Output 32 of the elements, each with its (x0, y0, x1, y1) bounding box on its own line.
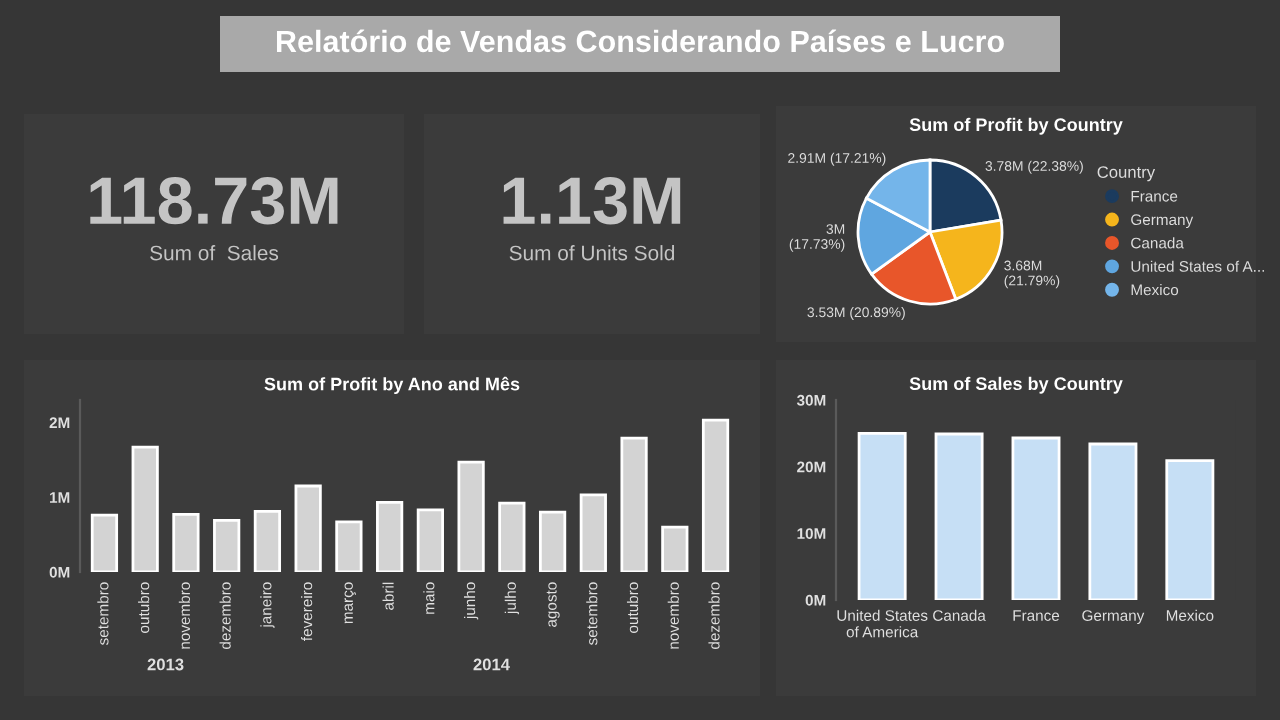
chart-title: Sum of Profit by Country (909, 117, 1123, 135)
bar (538, 510, 567, 572)
text: 2014 (473, 658, 510, 671)
bar (1088, 442, 1138, 600)
chart-title: Sum of Profit by Ano and Mês (264, 376, 520, 395)
bar (1165, 459, 1215, 600)
text: 2013 (147, 658, 184, 671)
bar (1011, 436, 1061, 600)
text: Sum of Sales (150, 245, 279, 261)
text: 1.13M (503, 177, 681, 225)
bar (579, 493, 607, 572)
bar (131, 445, 159, 572)
chart-title: Sum of Sales by Country (909, 376, 1123, 394)
bar (661, 525, 689, 572)
bar (172, 513, 200, 572)
legend-title: Country (1097, 166, 1156, 182)
bar (934, 432, 984, 600)
bar (498, 501, 526, 572)
bar (857, 431, 907, 600)
text: Relatório de Vendas Considerando Países e Lucro (276, 29, 1004, 53)
bar (213, 519, 241, 572)
bar (294, 484, 322, 572)
bar (457, 460, 485, 572)
bar (701, 418, 730, 572)
text: 118.73M (90, 177, 338, 225)
text: Sum of Units Sold (509, 245, 675, 261)
bar (335, 520, 363, 572)
bar (253, 510, 282, 572)
bar (416, 508, 444, 572)
bar (90, 513, 119, 572)
bar (376, 501, 404, 572)
bar (620, 436, 648, 572)
